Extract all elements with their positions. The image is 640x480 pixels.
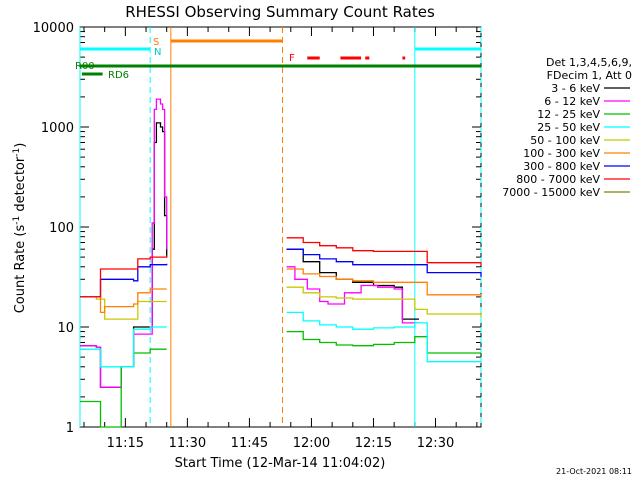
x-axis: 11:15 11:30 11:45 12:00 12:15 12:30 — [83, 27, 478, 451]
series-line — [286, 330, 481, 354]
y-axis-label-sup1: -1 — [12, 216, 22, 225]
flare-label: F — [289, 53, 295, 64]
series-line — [286, 311, 481, 363]
legend-entry-label: 6 - 12 keV — [544, 95, 600, 108]
series-line — [80, 98, 168, 388]
legend-entry-label: 100 - 300 keV — [523, 147, 600, 160]
footer-date: 21-Oct-2021 08:11 — [556, 467, 632, 476]
series-line — [80, 296, 167, 320]
state-bars — [80, 39, 481, 76]
x-tick-label: 12:30 — [417, 436, 454, 451]
x-axis-label: Start Time (12-Mar-14 11:04:02) — [175, 456, 386, 471]
rd6-label: RD6 — [108, 70, 129, 81]
y-tick-label: 10000 — [33, 21, 74, 36]
legend-header-line-1: Det 1,3,4,5,6,9, — [546, 56, 632, 69]
y-tick-label: 100 — [49, 221, 74, 236]
legend-entry-label: 12 - 25 keV — [537, 108, 600, 121]
legend: Det 1,3,4,5,6,9, FDecim 1, Att 0 3 - 6 k… — [502, 56, 632, 199]
y-axis-label-mid: detector — [13, 156, 28, 216]
night-label: N — [154, 47, 161, 58]
legend-entry-label: 7000 - 15000 keV — [502, 186, 600, 199]
series-line — [286, 286, 482, 318]
legend-entry-label: 300 - 800 keV — [523, 160, 600, 173]
x-tick-label: 12:00 — [293, 436, 330, 451]
legend-entry-label: 3 - 6 keV — [551, 82, 600, 95]
legend-header-line-2: FDecim 1, Att 0 — [547, 69, 632, 82]
series-lines — [80, 98, 482, 428]
x-tick-label: 11:30 — [169, 436, 206, 451]
y-axis-label: Count Rate (s-1 detector-1) — [12, 143, 28, 314]
y-tick-label: 10 — [57, 321, 74, 336]
r00-label: R00 — [75, 61, 95, 72]
y-tick-label: 1000 — [41, 121, 74, 136]
x-tick-label: 11:15 — [107, 436, 144, 451]
legend-entry-label: 800 - 7000 keV — [516, 173, 600, 186]
y-axis-label-main: Count Rate (s — [13, 225, 28, 314]
legend-entry-label: 25 - 50 keV — [537, 121, 600, 134]
y-tick-label: 1 — [66, 421, 74, 436]
legend-entry-label: 50 - 100 keV — [530, 134, 600, 147]
x-tick-label: 11:45 — [231, 436, 268, 451]
vertical-marker-lines — [79, 27, 482, 427]
y-axis-label-sup2: -1 — [12, 148, 22, 157]
series-line — [286, 248, 482, 277]
y-axis-label-end: ) — [13, 143, 28, 148]
series-line — [80, 255, 168, 298]
series-line — [286, 237, 482, 266]
series-line — [286, 268, 482, 297]
x-tick-label: 12:15 — [355, 436, 392, 451]
series-line — [80, 326, 167, 368]
saa-label: S — [153, 37, 159, 48]
chart-title: RHESSI Observing Summary Count Rates — [125, 3, 435, 21]
